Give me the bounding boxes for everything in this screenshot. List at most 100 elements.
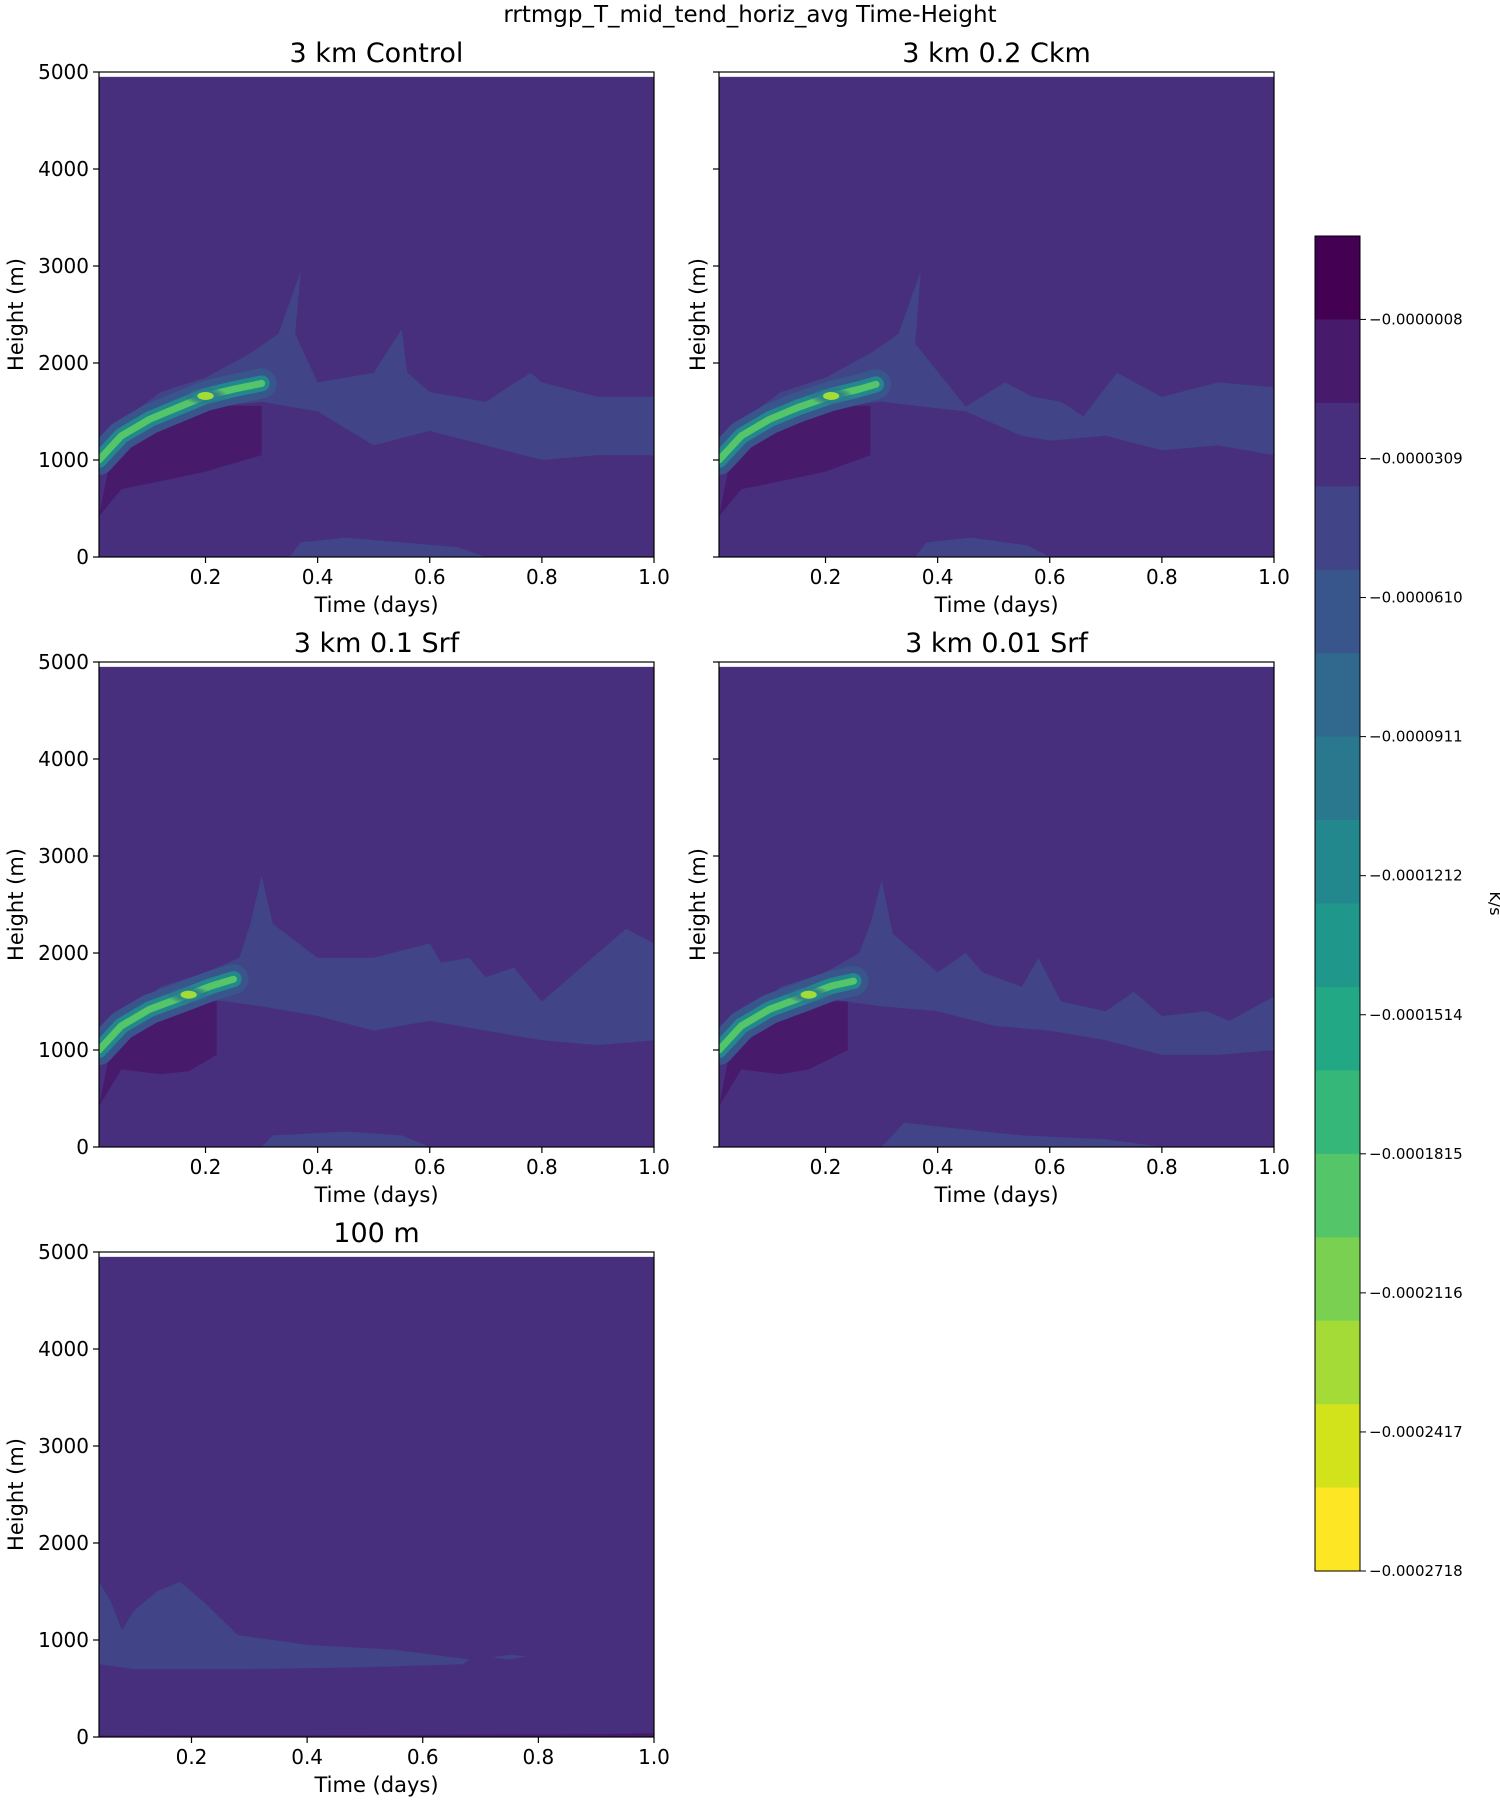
contour-band-0: [719, 1001, 848, 1107]
axes-frame: [98, 1251, 655, 1738]
contour-band-0: [719, 405, 871, 517]
colorbar-tick-label: −0.0000911: [1369, 728, 1463, 746]
x-tick-label: 0.4: [922, 1155, 954, 1179]
colorbar-frame: [1314, 235, 1361, 1572]
axes-frame: [718, 71, 1275, 558]
peak-core: [197, 391, 214, 400]
contour-band-1: [719, 880, 1274, 1055]
x-tick-label: 0.6: [1034, 565, 1066, 589]
peak-core: [800, 990, 817, 999]
colorbar-tick-label: −0.0000309: [1369, 450, 1463, 468]
y-tick-label: 0: [76, 545, 89, 569]
colorbar-level-7: [1315, 820, 1360, 905]
contour-band-2: [915, 537, 1050, 557]
y-tick-label: 2000: [38, 1531, 89, 1555]
colorbar-level-0: [1315, 236, 1360, 321]
background-level: [99, 666, 654, 1147]
background-level: [99, 76, 654, 557]
x-axis-label: Time (days): [313, 1773, 438, 1797]
colorbar-level-15: [1315, 1487, 1360, 1572]
x-tick-label: 0.4: [291, 1745, 323, 1769]
x-tick-label: 0.2: [810, 565, 842, 589]
x-tick-label: 0.4: [302, 565, 334, 589]
contour-band-2: [99, 1733, 654, 1737]
contour-band-1: [719, 270, 1274, 460]
colorbar-level-13: [1315, 1320, 1360, 1405]
x-tick-label: 0.4: [302, 1155, 334, 1179]
ridge-core: [719, 380, 880, 464]
x-axis-label: Time (days): [933, 1183, 1058, 1207]
x-tick-label: 1.0: [1258, 565, 1290, 589]
y-tick-label: 2000: [38, 351, 89, 375]
colorbar-level-2: [1315, 402, 1360, 487]
contour-band-0: [99, 1581, 469, 1670]
panel-100m: 100 m 0.2 0.4 0.6 0.8 1.0 0 1000 2000 3000 4000 500…: [4, 1218, 670, 1797]
y-tick-label: 1000: [38, 1038, 89, 1062]
x-tick-label: 0.2: [190, 565, 222, 589]
y-axis-label: Height (m): [4, 1438, 28, 1551]
colorbar-label: K/s: [1486, 891, 1500, 915]
colorbar-tick-label: −0.0000610: [1369, 589, 1463, 607]
colorbar-tick-label: −0.0002417: [1369, 1423, 1463, 1441]
ridge-core: [99, 975, 237, 1054]
background-level: [719, 666, 1274, 1147]
y-axis-label: Height (m): [4, 848, 28, 961]
colorbar-level-3: [1315, 486, 1360, 571]
y-tick-label: 1000: [38, 448, 89, 472]
contour-band-1: [492, 1654, 527, 1660]
background-level: [719, 76, 1274, 557]
y-tick-label: 3000: [38, 1434, 89, 1458]
contour-band-2: [289, 537, 486, 557]
x-tick-label: 0.8: [526, 565, 558, 589]
contour-field: [719, 666, 1274, 1147]
y-tick-label: 5000: [38, 1240, 89, 1264]
contour-field: [99, 76, 654, 557]
colorbar-level-8: [1315, 903, 1360, 988]
panel-title: 3 km 0.1 Srf: [294, 628, 461, 659]
panel-title: 100 m: [333, 1218, 419, 1249]
figure-title: rrtmgp_T_mid_tend_horiz_avg Time-Height: [503, 2, 996, 28]
contour-band-2: [261, 1131, 430, 1147]
peak-core: [180, 990, 197, 999]
ridge-core: [99, 379, 266, 464]
x-axis-label: Time (days): [313, 593, 438, 617]
y-axis-label: Height (m): [4, 258, 28, 371]
ridge-core: [719, 977, 857, 1054]
colorbar-tick-label: −0.0002116: [1369, 1284, 1463, 1302]
contour-band-1: [99, 270, 654, 460]
panel-title: 3 km 0.2 Ckm: [902, 38, 1091, 69]
x-axis-label: Time (days): [933, 593, 1058, 617]
colorbar-level-12: [1315, 1237, 1360, 1322]
contour-band-2: [881, 1122, 1162, 1147]
x-tick-label: 0.2: [810, 1155, 842, 1179]
x-tick-label: 0.8: [1146, 565, 1178, 589]
colorbar-level-14: [1315, 1404, 1360, 1489]
panel-3km-0.1-srf: 3 km 0.1 Srf 0.2 0.4 0.6 0.8 1.0 0 1000 2000 3000…: [4, 628, 670, 1207]
y-tick-label: 5000: [38, 60, 89, 84]
axes-frame: [718, 661, 1275, 1148]
y-tick-label: 3000: [38, 254, 89, 278]
x-tick-label: 0.8: [522, 1745, 554, 1769]
x-tick-label: 0.6: [407, 1745, 439, 1769]
contour-field: [99, 666, 654, 1147]
axes-frame: [98, 71, 655, 558]
y-tick-label: 4000: [38, 157, 89, 181]
colorbar-tick-label: −0.0000008: [1369, 310, 1463, 328]
colorbar-tick-label: −0.0001212: [1369, 867, 1463, 885]
y-tick-label: 0: [76, 1135, 89, 1159]
x-tick-label: 0.6: [414, 1155, 446, 1179]
x-tick-label: 1.0: [638, 1155, 670, 1179]
y-tick-label: 4000: [38, 747, 89, 771]
colorbar-tick-label: −0.0001815: [1369, 1145, 1463, 1163]
x-tick-label: 0.8: [526, 1155, 558, 1179]
x-tick-label: 1.0: [638, 565, 670, 589]
x-tick-label: 0.6: [414, 565, 446, 589]
colorbar-tick-label: −0.0002718: [1369, 1562, 1463, 1580]
colorbar-tick-label: −0.0001514: [1369, 1006, 1463, 1024]
x-tick-label: 0.6: [1034, 1155, 1066, 1179]
contour-band-0: [99, 1001, 217, 1107]
colorbar-level-11: [1315, 1153, 1360, 1238]
colorbar-level-1: [1315, 319, 1360, 404]
y-tick-label: 5000: [38, 650, 89, 674]
